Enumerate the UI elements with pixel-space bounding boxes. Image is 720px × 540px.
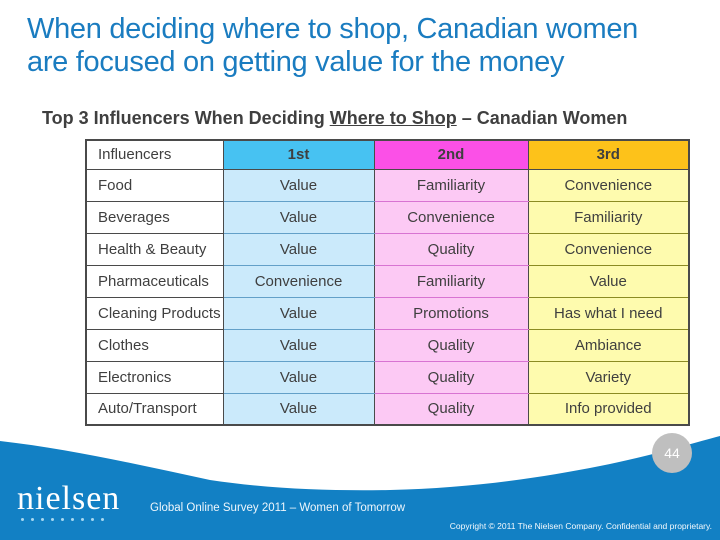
table-cell: Value [222, 296, 375, 330]
page-title: When deciding where to shop, Canadian wo… [27, 13, 638, 79]
table-cell: Promotions [373, 296, 529, 330]
footer-wave [0, 436, 720, 540]
table-cell: Value [527, 264, 690, 298]
table-cell: Has what I need [527, 296, 690, 330]
table-row: Clothes Value Quality Ambiance [85, 328, 690, 362]
table-cell: Value [222, 232, 375, 266]
table-cell: Familiarity [373, 264, 529, 298]
table-cell: Quality [373, 232, 529, 266]
table-row: Auto/Transport Value Quality Info provid… [85, 392, 690, 426]
table-cell: Familiarity [373, 168, 529, 202]
row-label: Clothes [85, 328, 224, 362]
table-cell: Quality [373, 328, 529, 362]
table-cell: Quality [373, 360, 529, 394]
table-cell: Value [222, 392, 375, 426]
row-label: Cleaning Products [85, 296, 224, 330]
page-number: 44 [664, 445, 680, 461]
row-label: Health & Beauty [85, 232, 224, 266]
table-row: Food Value Familiarity Convenience [85, 168, 690, 202]
table-cell: Value [222, 168, 375, 202]
table-row: Beverages Value Convenience Familiarity [85, 200, 690, 234]
nielsen-logo: nielsen [17, 480, 121, 517]
footer-copyright-text: Copyright © 2011 The Nielsen Company. Co… [449, 521, 712, 531]
influencers-table: Influencers 1st 2nd 3rd Food Value Famil… [85, 139, 690, 426]
col-header-influencers: Influencers [85, 139, 224, 170]
table-cell: Variety [527, 360, 690, 394]
table-row: Pharmaceuticals Convenience Familiarity … [85, 264, 690, 298]
table-cell: Ambiance [527, 328, 690, 362]
footer-survey-text: Global Online Survey 2011 – Women of Tom… [150, 502, 406, 514]
row-label: Pharmaceuticals [85, 264, 224, 298]
table-row: Cleaning Products Value Promotions Has w… [85, 296, 690, 330]
table-cell: Value [222, 360, 375, 394]
table-row: Health & Beauty Value Quality Convenienc… [85, 232, 690, 266]
table-cell: Convenience [527, 168, 690, 202]
page-title-line1: When deciding where to shop, Canadian wo… [27, 13, 638, 45]
logo-dots [21, 518, 104, 521]
table-cell: Familiarity [527, 200, 690, 234]
row-label: Auto/Transport [85, 392, 224, 426]
row-label: Electronics [85, 360, 224, 394]
page-number-badge: 44 [652, 433, 692, 473]
col-header-1st: 1st [222, 139, 375, 170]
col-header-2nd: 2nd [373, 139, 529, 170]
row-label: Food [85, 168, 224, 202]
table-cell: Convenience [527, 232, 690, 266]
table-caption-prefix: Top 3 Influencers When Deciding [42, 108, 330, 128]
table-cell: Convenience [373, 200, 529, 234]
col-header-3rd: 3rd [527, 139, 690, 170]
table-cell: Value [222, 328, 375, 362]
table-cell: Convenience [222, 264, 375, 298]
table-cell: Quality [373, 392, 529, 426]
row-label: Beverages [85, 200, 224, 234]
table-row: Electronics Value Quality Variety [85, 360, 690, 394]
table-caption-underlined: Where to Shop [329, 108, 457, 128]
table-cell: Value [222, 200, 375, 234]
table-header-row: Influencers 1st 2nd 3rd [85, 139, 690, 170]
table-caption-suffix: – Canadian Women [456, 108, 628, 128]
table-cell: Info provided [527, 392, 690, 426]
page-title-line2: are focused on getting value for the mon… [27, 46, 565, 78]
table-caption: Top 3 Influencers When Deciding Where to… [42, 108, 627, 129]
